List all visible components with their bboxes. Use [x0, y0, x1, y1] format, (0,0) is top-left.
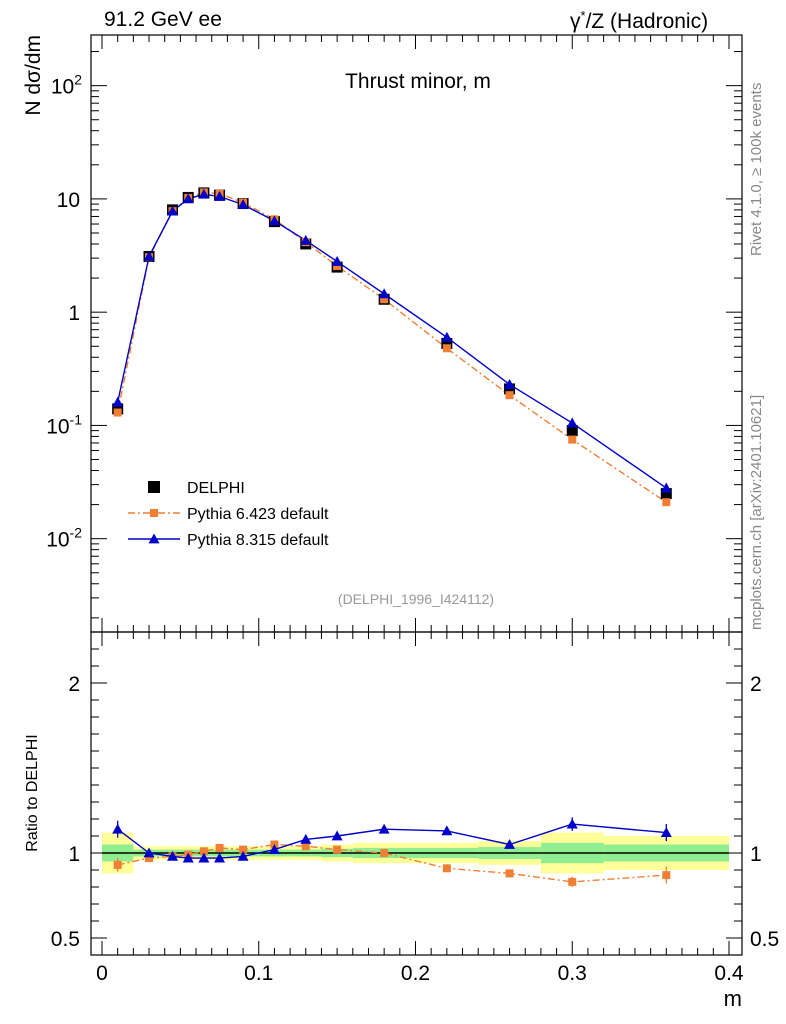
pythia6-ratio-point: [199, 847, 208, 856]
pythia8-ratio-point: [214, 852, 226, 863]
pythia8-point: [660, 482, 672, 493]
ratio-y-tick-label-right: 1: [750, 843, 762, 866]
y-tick-label: 10-2: [46, 525, 82, 552]
pythia8-point: [566, 417, 578, 428]
ratio-plot-frame: [90, 631, 743, 956]
pythia6-ratio-point: [239, 845, 248, 854]
pythia8-point: [331, 256, 343, 266]
ratio-y-tick-label: 1: [68, 843, 80, 866]
x-tick-label: 0.4: [714, 962, 744, 985]
pythia8-ratio-point: [237, 850, 249, 861]
pythia8-ratio-point: [182, 852, 194, 863]
x-tick-label: 0.1: [244, 962, 273, 985]
pythia6-ratio-line: [117, 843, 667, 883]
pythia8-ratio-point: [660, 827, 672, 837]
pythia8-ratio-point: [331, 830, 343, 841]
pythia6-ratio-point: [380, 849, 389, 857]
analysis-id-label: (DELPHI_1996_I424112): [338, 591, 494, 607]
pythia8-point: [504, 378, 516, 389]
pythia8-ratio-point: [566, 818, 578, 829]
x-tick-label: 0: [96, 962, 108, 985]
pythia8-point: [167, 205, 179, 216]
pythia8-ratio-point: [504, 839, 516, 849]
legend-pythia6-marker: [150, 509, 158, 517]
pythia8-ratio-point: [112, 823, 124, 834]
pythia8-ratio-point: [441, 825, 453, 836]
pythia6-ratio-point: [505, 869, 514, 878]
pythia6-ratio-point: [215, 843, 224, 852]
ratio-y-tick-label: 0.5: [51, 928, 80, 951]
pythia6-ratio-point: [301, 842, 310, 851]
x-axis-label: m: [724, 986, 742, 1011]
pythia6-point: [113, 408, 122, 417]
ratio-y-axis-label: Ratio to DELPHI: [24, 734, 41, 851]
y-tick-label: 10: [57, 189, 80, 212]
y-tick-label: 102: [51, 72, 82, 99]
delphi-point: [504, 383, 516, 395]
pythia8-ratio-point: [378, 823, 390, 834]
pythia8-ratio-point: [143, 847, 155, 858]
pythia8-line: [116, 193, 667, 489]
x-tick-label: 0.3: [558, 962, 587, 985]
pythia6-ratio-point: [662, 871, 671, 880]
pythia6-ratio-point: [568, 877, 577, 886]
pythia8-point: [441, 331, 453, 342]
header-process: γ*/Z (Hadronic): [570, 8, 709, 33]
pythia6-point: [333, 262, 342, 271]
legend-entry-label: Pythia 8.315 default: [187, 532, 329, 549]
delphi-point: [566, 425, 578, 437]
legend-delphi-marker: [148, 481, 160, 493]
pythia8-ratio-point: [300, 833, 312, 844]
pythia6-point: [380, 295, 389, 304]
pythia8-point: [214, 191, 226, 201]
legend-pythia8-marker: [148, 533, 160, 544]
pythia8-point: [112, 396, 124, 407]
pythia8-point: [268, 215, 280, 226]
pythia6-point: [505, 391, 514, 400]
pythia6-ratio-point: [333, 845, 342, 854]
ratio-y-tick-label-right: 2: [750, 673, 762, 696]
pythia8-point: [378, 288, 390, 299]
delphi-point: [441, 337, 453, 349]
pythia8-point: [237, 199, 249, 210]
ratio-y-tick-label: 2: [68, 673, 80, 696]
pythia6-ratio-point: [145, 854, 154, 863]
pythia6-ratio-point: [442, 864, 451, 873]
pythia6-point: [442, 344, 451, 353]
x-tick-label: 0.2: [401, 962, 430, 985]
pythia8-ratio-point: [198, 852, 210, 863]
y-tick-label: 10-1: [46, 411, 82, 438]
pythia8-ratio-point: [167, 850, 179, 861]
pythia6-ratio-point: [113, 860, 122, 869]
chart-title: Thrust minor, m: [345, 70, 491, 93]
legend-entry-label: DELPHI: [187, 480, 245, 497]
legend: DELPHI Pythia 6.423 default Pythia 8.315 d…: [128, 480, 329, 549]
legend-entry-label: Pythia 6.423 default: [187, 506, 329, 523]
pythia8-point: [143, 251, 155, 261]
pythia6-line: [116, 191, 667, 503]
pythia6-point: [662, 498, 671, 507]
delphi-point: [660, 488, 672, 500]
pythia6-point: [568, 435, 577, 444]
ratio-y-tick-label-right: 0.5: [750, 928, 779, 951]
pythia8-point: [198, 188, 210, 199]
y-axis-label: N dσ/dm: [22, 35, 45, 116]
y-tick-label: 1: [68, 302, 80, 325]
pythia8-point: [300, 234, 312, 245]
pythia8-ratio-point: [268, 844, 280, 854]
pythia8-point: [182, 193, 194, 204]
header-energy: 91.2 GeV ee: [104, 8, 222, 31]
